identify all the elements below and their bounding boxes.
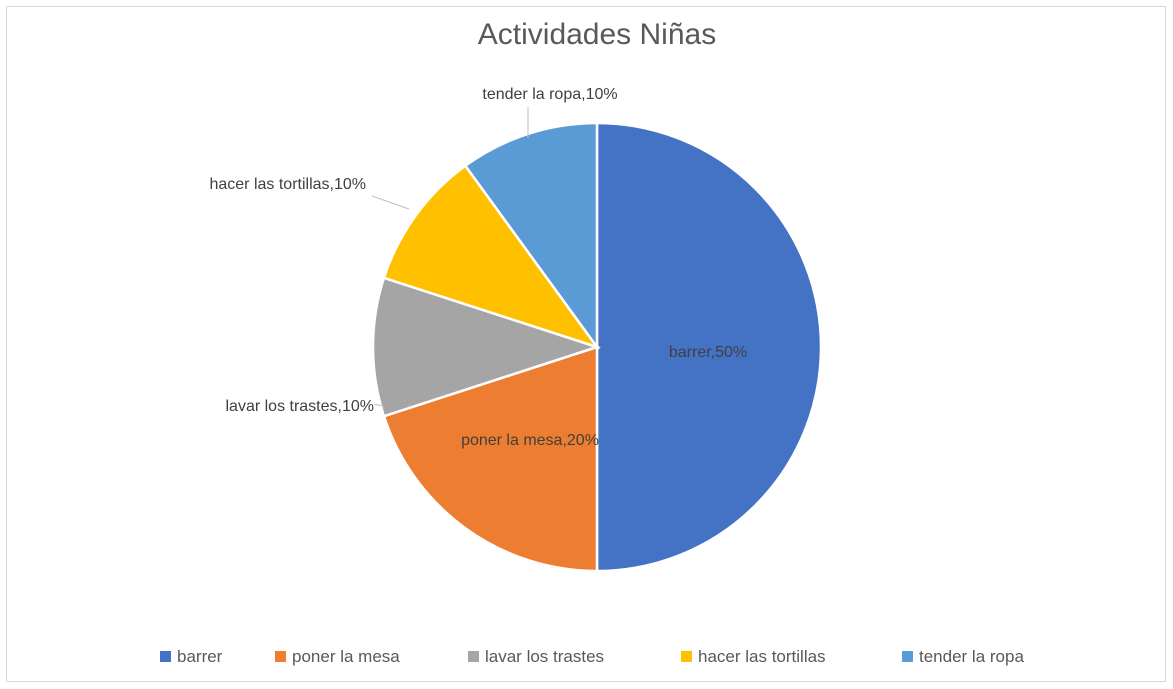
- legend-item-hacer-las-tortillas[interactable]: hacer las tortillas: [681, 647, 826, 666]
- legend-swatch-lavar-los-trastes: [468, 651, 479, 662]
- leader-line-hacer-las-tortillas: [371, 195, 410, 210]
- legend-swatch-hacer-las-tortillas: [681, 651, 692, 662]
- legend-swatch-poner-la-mesa: [275, 651, 286, 662]
- legend-label-poner-la-mesa: poner la mesa: [292, 647, 400, 666]
- legend-label-tender-la-ropa: tender la ropa: [919, 647, 1024, 666]
- legend-swatch-tender-la-ropa: [902, 651, 913, 662]
- pie-slices: [371, 121, 823, 573]
- chart-title: Actividades Niñas: [478, 18, 716, 51]
- data-label-poner-la-mesa: poner la mesa,20%: [461, 432, 599, 449]
- legend-label-lavar-los-trastes: lavar los trastes: [485, 647, 604, 666]
- leader-line-lavar-los-trastes: [373, 403, 384, 408]
- slice-lavar-los-trastes[interactable]: [371, 276, 602, 418]
- data-label-barrer: barrer,50%: [669, 344, 747, 361]
- slice-hacer-las-tortillas[interactable]: [382, 164, 601, 350]
- slice-poner-la-mesa[interactable]: [382, 345, 599, 573]
- legend-item-tender-la-ropa[interactable]: tender la ropa: [902, 647, 1024, 666]
- legend-label-barrer: barrer: [177, 647, 223, 666]
- data-label-tender-la-ropa: tender la ropa,10%: [482, 86, 617, 103]
- data-labels: barrer,50% poner la mesa,20% lavar los tra…: [209, 86, 747, 449]
- legend-item-lavar-los-trastes[interactable]: lavar los trastes: [468, 647, 604, 666]
- data-label-hacer-las-tortillas: hacer las tortillas,10%: [209, 176, 366, 193]
- data-label-lavar-los-trastes: lavar los trastes,10%: [225, 398, 374, 415]
- legend-swatch-barrer: [160, 651, 171, 662]
- legend: barrer poner la mesa lavar los trastes hace…: [160, 647, 1024, 666]
- legend-label-hacer-las-tortillas: hacer las tortillas: [698, 647, 826, 666]
- legend-item-poner-la-mesa[interactable]: poner la mesa: [275, 647, 400, 666]
- legend-item-barrer[interactable]: barrer: [160, 647, 223, 666]
- slice-barrer[interactable]: [595, 121, 823, 573]
